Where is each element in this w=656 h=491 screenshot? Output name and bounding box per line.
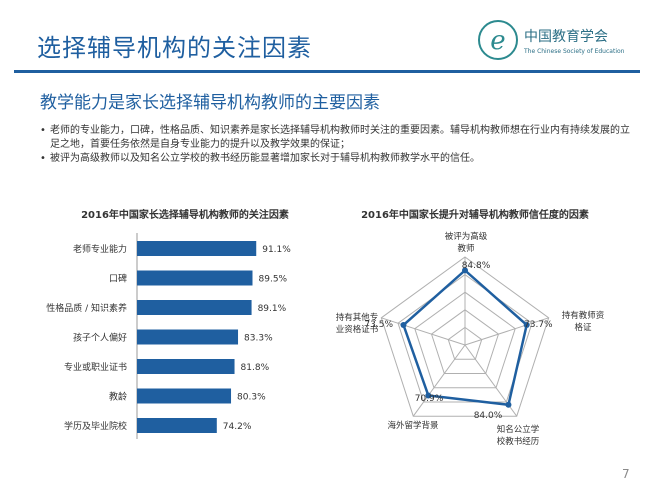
radar-spoke <box>381 317 466 346</box>
bar-category-label: 教龄 <box>109 391 127 403</box>
bar-value-label: 81.8% <box>241 363 270 373</box>
bar <box>137 418 217 433</box>
radar-grid-ring <box>397 273 533 403</box>
bar <box>137 329 239 345</box>
radar-point <box>425 392 432 399</box>
radar-point <box>462 267 468 274</box>
logo-subtitle: The Chinese Society of Education <box>524 48 625 55</box>
page-number: 7 <box>622 467 630 481</box>
bar <box>137 359 235 374</box>
radar-spoke <box>412 344 466 417</box>
bar-category-label: 老师专业能力 <box>73 243 127 255</box>
radar-grid-ring <box>380 256 550 417</box>
radar-spoke <box>464 317 549 346</box>
bullet-item: 被评为高级教师以及知名公立学校的教书经历能显著增加家长对于辅导机构教师教学水平的… <box>40 152 630 166</box>
radar-point <box>400 322 407 329</box>
bar <box>137 388 232 404</box>
bar-category-label: 学历及毕业院校 <box>64 420 127 432</box>
radar-axis-label: 持有其他专业资格证书 <box>336 312 379 335</box>
bar-value-label: 89.5% <box>259 275 288 285</box>
radar-value-label: 70.9% <box>415 394 444 404</box>
bar-value-label: 83.3% <box>244 334 273 344</box>
bullet-item: 老师的专业能力，口碑，性格品质、知识素养是家长选择辅导机构教师时关注的重要因素。… <box>40 124 630 152</box>
bar-value-label: 91.1% <box>262 245 291 255</box>
radar-chart-title: 2016年中国家长提升对辅导机构教师信任度的因素 <box>361 210 589 221</box>
radar-point <box>505 401 512 408</box>
bar-category-label: 孩子个人偏好 <box>73 332 127 344</box>
society-logo-icon: e <box>478 20 518 60</box>
radar-axis-label: 持有教师资格证 <box>562 310 605 333</box>
bar-value-label: 89.1% <box>258 304 287 314</box>
radar-value-label: 73.7% <box>524 320 553 330</box>
radar-value-label: 73.5% <box>364 320 393 330</box>
radar-grid-ring <box>447 326 483 360</box>
bar-value-label: 74.2% <box>223 422 252 432</box>
radar-grid-ring <box>430 309 500 374</box>
header-divider <box>14 70 640 73</box>
radar-value-label: 84.8% <box>462 261 491 271</box>
radar-series-line <box>402 268 529 407</box>
bar <box>137 270 253 286</box>
section-subtitle: 教学能力是家长选择辅导机构教师的主要因素 <box>40 93 380 113</box>
logo-name: 中国教育学会 <box>524 29 608 45</box>
radar-axis-label: 知名公立学校教书经历 <box>497 424 540 447</box>
bar <box>137 241 257 256</box>
bar <box>137 300 252 315</box>
bar-chart-title: 2016年中国家长选择辅导机构教师的关注因素 <box>81 210 289 221</box>
logo: e 中国教育学会 The Chinese Society of Educatio… <box>478 20 638 70</box>
page-title: 选择辅导机构的关注因素 <box>37 34 312 62</box>
bar-category-label: 性格品质 / 知识素养 <box>46 302 127 314</box>
bar-value-label: 80.3% <box>237 393 266 403</box>
radar-value-label: 84.0% <box>474 411 503 421</box>
bar-category-label: 专业或职业证书 <box>64 361 127 373</box>
radar-point <box>523 321 530 328</box>
radar-grid-ring <box>414 291 516 389</box>
radar-axis-label: 被评为高级教师 <box>445 231 488 254</box>
radar-axis-label: 海外留学背景 <box>387 420 438 431</box>
bar-category-label: 口碑 <box>109 273 127 285</box>
bullet-list: 老师的专业能力，口碑，性格品质、知识素养是家长选择辅导机构教师时关注的重要因素。… <box>40 124 630 166</box>
